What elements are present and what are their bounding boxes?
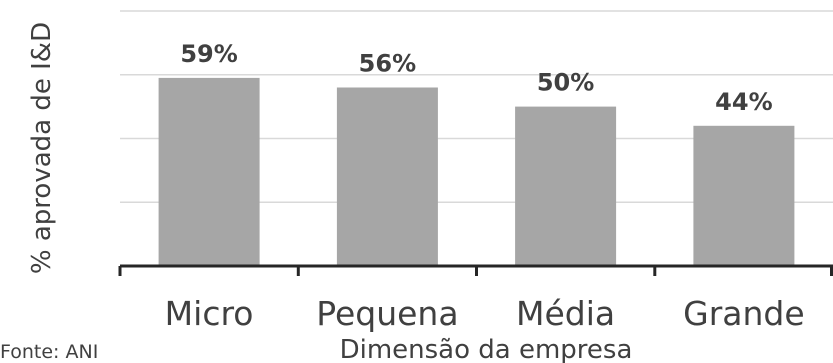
x-tick-labels: Micro Pequena Média Grande [165,294,805,333]
data-label: 56% [359,50,416,78]
x-tick-label: Pequena [316,294,458,333]
data-label: 50% [537,69,594,97]
bar-grande [693,125,795,267]
x-tick-label: Micro [165,294,254,333]
x-axis [118,264,833,276]
data-labels: 59% 56% 50% 44% [180,40,772,116]
y-axis-label: % aprovada de I&D [27,22,57,274]
x-tick-label: Média [516,294,615,333]
x-axis-label: Dimensão da empresa [340,335,633,363]
data-label: 44% [715,88,772,116]
data-label: 59% [180,40,237,68]
bar-micro [158,77,260,267]
x-tick-label: Grande [683,294,805,333]
bars [158,77,795,267]
source-note: Fonte: ANI [0,341,98,363]
bar-media [515,106,617,266]
bar-pequena [336,87,438,266]
